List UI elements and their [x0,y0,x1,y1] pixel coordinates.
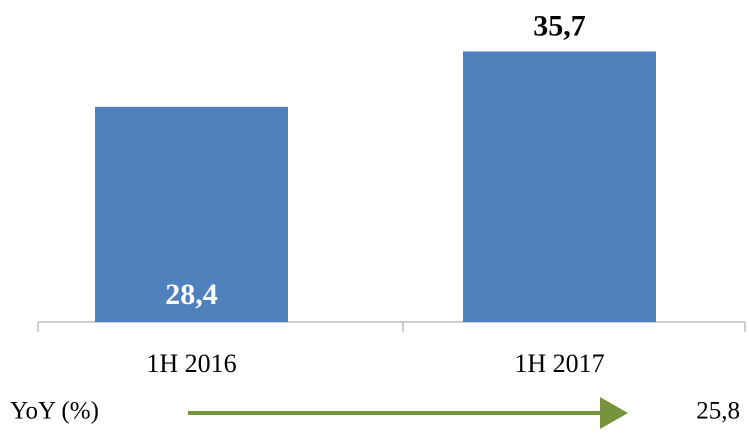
x-tick-label: 1H 2016 [146,349,236,378]
bar [95,106,288,322]
bar [463,51,656,323]
x-tick-label: 1H 2017 [514,349,604,378]
yoy-value: 25,8 [696,398,740,425]
data-label: 35,7 [533,9,586,42]
yoy-label: YoY (%) [10,398,99,425]
data-label: 28,4 [165,278,218,311]
